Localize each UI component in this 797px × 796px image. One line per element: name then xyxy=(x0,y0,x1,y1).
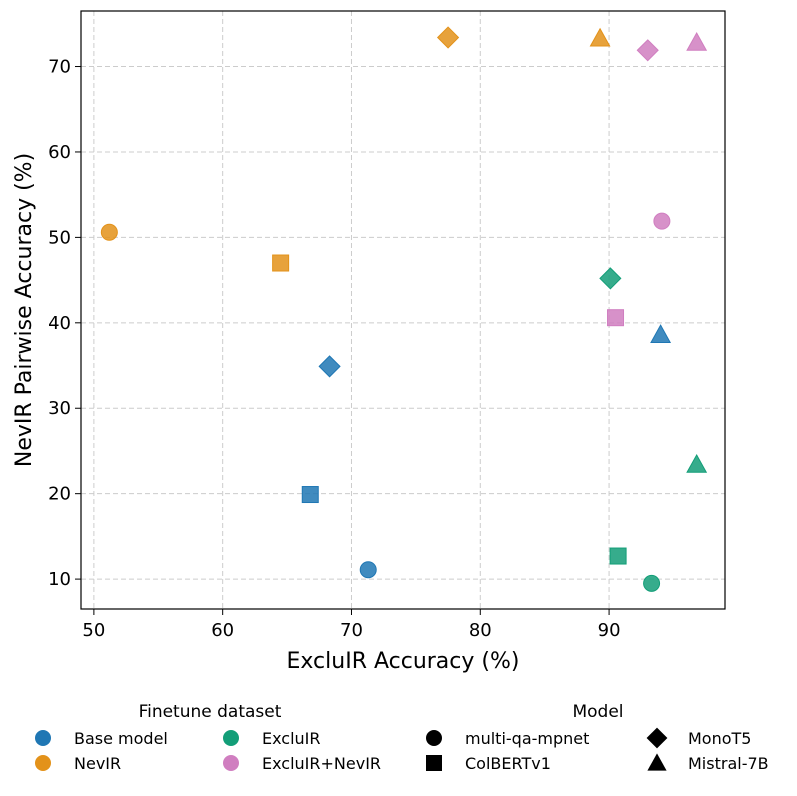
point-nevir-mpnet xyxy=(100,223,118,241)
x-tick-label: 50 xyxy=(82,620,105,641)
legend-label-excluir: ExcluIR xyxy=(262,729,321,748)
x-tick-label: 70 xyxy=(340,620,363,641)
y-axis-ticks: 10 20 30 40 50 60 70 xyxy=(48,57,81,590)
point-nevir-colbert xyxy=(272,254,290,272)
legend-label-colbert: ColBERTv1 xyxy=(465,754,551,773)
y-tick-label: 60 xyxy=(48,142,71,163)
legend-label-both: ExcluIR+NevIR xyxy=(262,754,381,773)
legend-swatch-both xyxy=(223,755,239,771)
grid-lines xyxy=(81,11,725,609)
x-tick-label: 90 xyxy=(598,620,621,641)
legend-label-mistral: Mistral-7B xyxy=(688,754,769,773)
point-both-monot5 xyxy=(636,39,659,62)
x-axis-label: ExcluIR Accuracy (%) xyxy=(287,649,520,674)
point-excluir-colbert xyxy=(609,547,627,565)
legend-swatch-excluir xyxy=(223,730,239,746)
x-tick-label: 60 xyxy=(211,620,234,641)
legend-swatch-base xyxy=(35,730,51,746)
legend-label-mpnet: multi-qa-mpnet xyxy=(465,729,589,748)
data-points xyxy=(100,26,708,592)
y-tick-label: 10 xyxy=(48,569,71,590)
legend-items: Base model NevIR ExcluIR ExcluIR+NevIR multi… xyxy=(35,727,769,773)
legend-marker-monot5 xyxy=(646,727,668,749)
legend-marker-mistral xyxy=(647,753,667,771)
legend: Finetune dataset Model Base model NevIR Ex… xyxy=(35,702,769,773)
x-tick-label: 80 xyxy=(469,620,492,641)
point-nevir-mistral xyxy=(589,27,611,47)
y-tick-label: 70 xyxy=(48,57,71,78)
y-tick-label: 30 xyxy=(48,398,71,419)
legend-label-base: Base model xyxy=(74,729,168,748)
y-axis-label: NevIR Pairwise Accuracy (%) xyxy=(12,153,37,467)
y-tick-label: 40 xyxy=(48,313,71,334)
legend-swatch-nevir xyxy=(35,755,51,771)
point-excluir-mistral xyxy=(686,453,708,473)
y-tick-label: 50 xyxy=(48,227,71,248)
point-both-mistral xyxy=(686,31,708,51)
point-base-mpnet xyxy=(359,561,377,579)
point-base-mistral xyxy=(650,324,672,343)
point-both-mpnet xyxy=(653,212,671,230)
legend-models-title: Model xyxy=(572,702,623,722)
y-tick-label: 20 xyxy=(48,484,71,505)
point-base-colbert xyxy=(301,486,319,504)
point-excluir-mpnet xyxy=(643,574,661,592)
legend-datasets-title: Finetune dataset xyxy=(139,702,282,722)
point-nevir-monot5 xyxy=(436,26,460,49)
point-both-colbert xyxy=(607,309,625,327)
plot-frame xyxy=(80,10,726,610)
x-axis-ticks: 50 60 70 80 90 xyxy=(82,609,621,641)
legend-marker-mpnet xyxy=(426,730,442,746)
legend-label-monot5: MonoT5 xyxy=(688,729,751,748)
legend-marker-colbert xyxy=(426,755,442,771)
legend-label-nevir: NevIR xyxy=(74,754,121,773)
point-excluir-monot5 xyxy=(599,267,622,290)
point-base-monot5 xyxy=(318,355,341,378)
